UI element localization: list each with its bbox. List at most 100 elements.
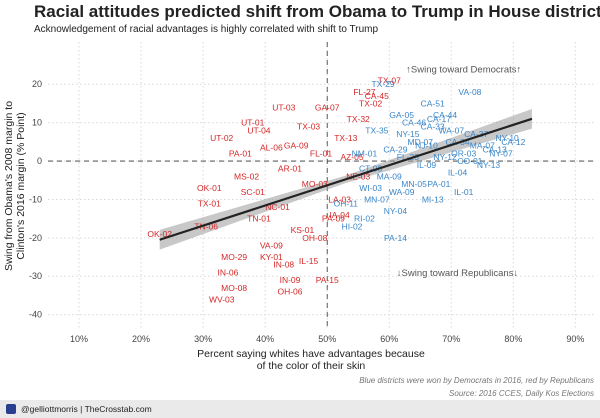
district-label: KS-01 (291, 225, 315, 235)
data-points: OK-02 TN-06 OK-01 TX-01 MO-29 MO-08 IN-06 WV-03… (147, 75, 525, 304)
district-label: PA-15 (316, 275, 339, 285)
district-label: FL-23 (397, 152, 419, 162)
district-label: TX-07 (378, 75, 401, 85)
x-tick-label: 80% (504, 334, 522, 344)
district-label: VA-09 (260, 241, 283, 251)
district-label: TX-01 (198, 198, 221, 208)
trend-line-group (159, 117, 533, 241)
district-label: RI-02 (354, 214, 375, 224)
district-label: TX-35 (365, 125, 388, 135)
district-label: TX-13 (334, 133, 357, 143)
x-tick-label: 40% (256, 334, 274, 344)
district-label: MO-08 (221, 283, 247, 293)
y-tick-label: -30 (29, 271, 42, 281)
district-label: MO-03 (302, 179, 328, 189)
district-label: TX-02 (359, 98, 382, 108)
district-label: MD-07 (408, 137, 434, 147)
district-label: NJ-10 (415, 141, 438, 151)
district-label: PA-14 (384, 233, 407, 243)
y-axis-title-line2: Clinton's 2016 margin (% Point) (15, 112, 27, 259)
district-label: CA-44 (433, 110, 457, 120)
swing-annotation: ↓Swing toward Republicans↓ (397, 268, 518, 279)
district-label: MI-13 (422, 194, 444, 204)
district-label: NC-01 (265, 202, 290, 212)
district-label: VA-08 (458, 87, 481, 97)
district-label: CA-37 (464, 129, 488, 139)
district-label: GA-05 (389, 110, 414, 120)
footer-text: @gelliottmorris | TheCrosstab.com (21, 404, 152, 414)
district-label: TX-29 (371, 79, 394, 89)
district-label: MS-02 (234, 171, 259, 181)
district-label: GA-07 (315, 102, 340, 112)
district-label: OR-03 (451, 148, 476, 158)
district-label: TN-01 (247, 214, 271, 224)
district-label: KY-01 (260, 252, 283, 262)
y-tick-label: 10 (32, 118, 42, 128)
district-label: IL-01 (454, 187, 474, 197)
crosstab-logo-icon (6, 404, 16, 414)
x-tick-label: 90% (566, 334, 584, 344)
district-label: CA-45 (365, 91, 389, 101)
y-tick-label: 0 (37, 156, 42, 166)
district-label: CA-33 (421, 121, 445, 131)
district-label: CA-12 (501, 137, 525, 147)
x-tick-label: 20% (132, 334, 150, 344)
district-label: UT-02 (210, 133, 233, 143)
district-label: MA-09 (377, 171, 402, 181)
district-label: UT-03 (272, 102, 295, 112)
district-label: MO-29 (221, 252, 247, 262)
footer-bar: @gelliottmorris | TheCrosstab.com (0, 400, 600, 418)
district-label: CA-46 (402, 118, 426, 128)
y-tick-label: -40 (29, 310, 42, 320)
district-label: NY-12 (433, 152, 457, 162)
swing-annotation: ↑Swing toward Democrats↑ (406, 65, 521, 76)
x-tick-label: 30% (194, 334, 212, 344)
district-label: CO-01 (457, 156, 482, 166)
district-label: TX-32 (347, 114, 370, 124)
chart-subtitle: Acknowledgement of racial advantages is … (34, 24, 379, 35)
x-tick-label: 60% (380, 334, 398, 344)
y-tick-label: -10 (29, 194, 42, 204)
district-label: MN-05 (401, 179, 427, 189)
district-label: NY-15 (396, 129, 420, 139)
y-axis-title-line1: Swing from Obama's 2008 margin to (3, 101, 15, 271)
district-label: OK-01 (197, 183, 222, 193)
district-label: IL-04 (448, 168, 468, 178)
district-label: CA-51 (421, 98, 445, 108)
district-label: NY-10 (495, 133, 519, 143)
district-label: IN-08 (273, 260, 294, 270)
axes: 10% 20% 30% 40% 50% 60% 70% 80% 90% -40 -30 -20 -10 0… (3, 79, 584, 372)
trend-line (159, 117, 533, 241)
district-label: NM-01 (352, 148, 378, 158)
district-label: IL-15 (299, 256, 319, 266)
district-label: IN-09 (280, 275, 301, 285)
district-label: PA-01 (427, 179, 450, 189)
caption-note: Blue districts were won by Democrats in … (359, 376, 594, 385)
district-label: OK-02 (147, 229, 172, 239)
x-axis-title-line1: Percent saying whites have advantages be… (197, 348, 425, 360)
district-label: WV-03 (209, 294, 235, 304)
district-label: PA-09 (322, 214, 345, 224)
district-label: SC-01 (241, 187, 265, 197)
district-label: PA-01 (229, 148, 252, 158)
x-axis-title-line2: of the color of their skin (257, 360, 366, 372)
district-label: MN-07 (364, 194, 390, 204)
district-label: OH-06 (277, 287, 302, 297)
district-label: FL-27 (353, 87, 375, 97)
district-label: OH-11 (334, 198, 359, 208)
y-tick-label: 20 (32, 79, 42, 89)
x-tick-label: 50% (318, 334, 336, 344)
district-label: UT-01 (241, 118, 264, 128)
district-label: HI-02 (342, 221, 363, 231)
chart-title: Racial attitudes predicted shift from Ob… (34, 2, 600, 21)
x-tick-label: 10% (70, 334, 88, 344)
district-label: CA-13 (483, 145, 507, 155)
district-label: NY-04 (384, 206, 408, 216)
district-label: IL-09 (417, 160, 437, 170)
district-label: FL-01 (310, 148, 332, 158)
district-label: IA-04 (329, 210, 350, 220)
district-label: CT-03 (359, 164, 382, 174)
district-label: IN-06 (218, 267, 239, 277)
district-label: AR-01 (278, 164, 302, 174)
district-label: NY-07 (489, 148, 513, 158)
